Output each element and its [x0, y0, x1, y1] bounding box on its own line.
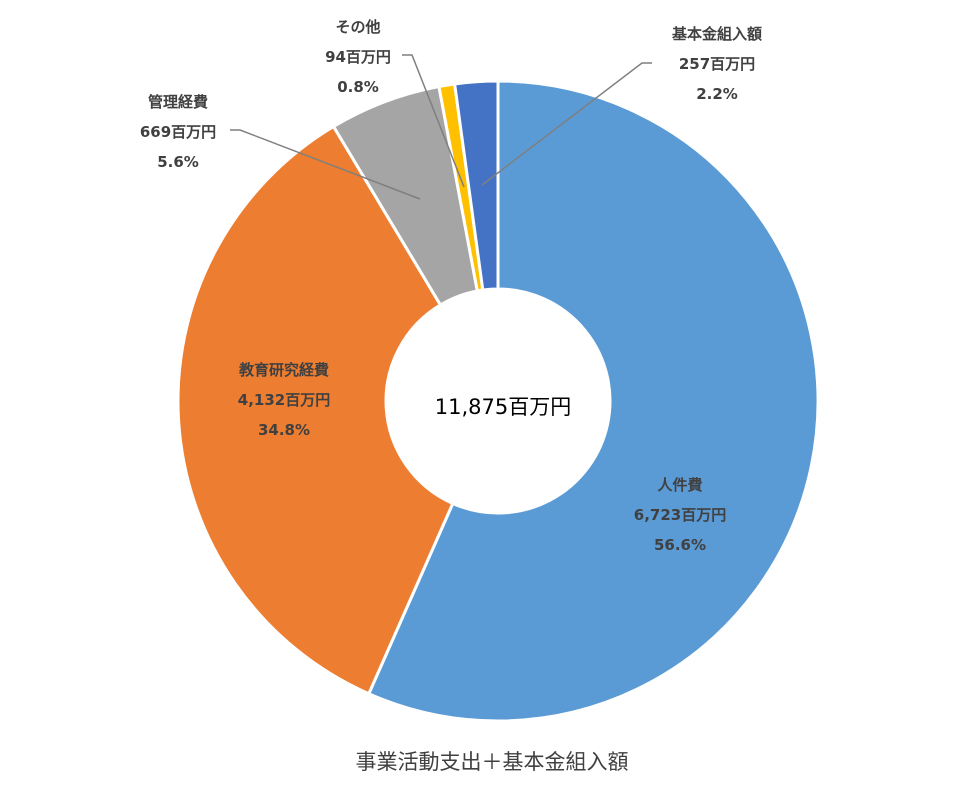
slice-label-sonota-percent: 0.8%	[337, 78, 379, 96]
leader-lines	[230, 54, 652, 200]
slice-label-kanri-value: 669百万円	[140, 123, 216, 141]
chart-caption: 事業活動支出＋基本金組入額	[356, 750, 629, 774]
slice-label-jinkenhi-name: 人件費	[657, 476, 702, 494]
leader-line-kanri	[230, 129, 421, 200]
slice-label-kyoiku-percent: 34.8%	[258, 421, 310, 439]
slice-label-kihonkin-percent: 2.2%	[696, 85, 738, 103]
leader-line-kihonkin	[481, 62, 652, 186]
leader-line-sonota	[402, 54, 465, 188]
slice-label-sonota-value: 94百万円	[325, 48, 391, 66]
slice-kyoiku	[176, 124, 455, 696]
slice-label-sonota-name: その他	[335, 18, 380, 36]
slice-label-kyoiku-name: 教育研究経費	[238, 361, 329, 379]
slice-jinkenhi	[366, 79, 820, 723]
slice-kihonkin	[452, 79, 500, 292]
slice-label-kihonkin-value: 257百万円	[679, 55, 755, 73]
slice-label-kanri-percent: 5.6%	[157, 153, 199, 171]
slice-labels: 人件費 6,723百万円 56.6% 教育研究経費 4,132百万円 34.8% 管理経費 6…	[140, 18, 762, 554]
slice-label-kihonkin-name: 基本金組入額	[671, 25, 762, 43]
donut-slices	[176, 79, 820, 723]
center-total-label: 11,875百万円	[435, 395, 571, 419]
slice-label-kyoiku-value: 4,132百万円	[238, 391, 330, 409]
slice-label-jinkenhi-value: 6,723百万円	[634, 506, 726, 524]
slice-label-jinkenhi-percent: 56.6%	[654, 536, 706, 554]
slice-label-kanri-name: 管理経費	[148, 93, 208, 111]
